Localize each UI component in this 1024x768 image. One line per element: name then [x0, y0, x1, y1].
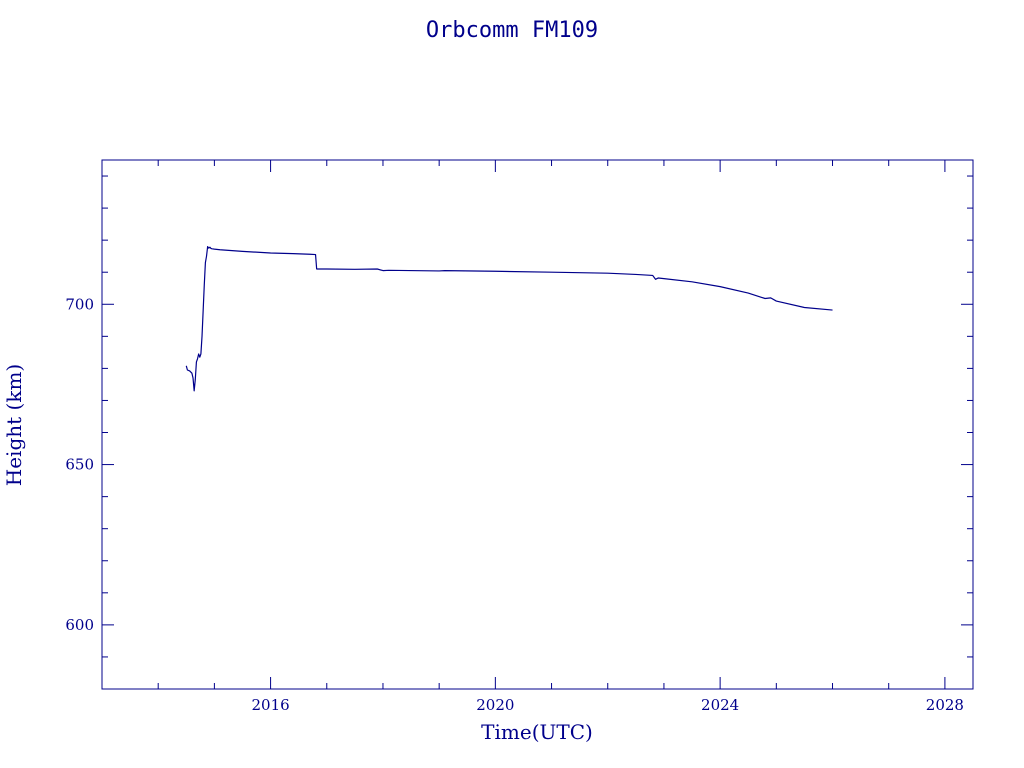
tick-labels: 2016 2020 2024 2028 600 650 700: [65, 295, 964, 714]
x-tick-label: 2024: [701, 696, 739, 714]
chart-title: Orbcomm FM109: [426, 18, 598, 43]
series-lines: [185, 245, 833, 392]
x-tick-label: 2016: [251, 696, 289, 714]
x-axis-label: Time(UTC): [481, 720, 593, 744]
plot-frame: [101, 159, 974, 690]
y-tick-label: 600: [65, 616, 94, 634]
y-tick-label: 700: [65, 295, 94, 313]
x-tick-label: 2020: [476, 696, 514, 714]
x-tick-label: 2028: [926, 696, 964, 714]
y-tick-label: 650: [65, 456, 94, 474]
tick-marks: [101, 160, 973, 690]
series-line-0: [185, 245, 833, 392]
y-axis-label: Height (km): [2, 364, 26, 486]
